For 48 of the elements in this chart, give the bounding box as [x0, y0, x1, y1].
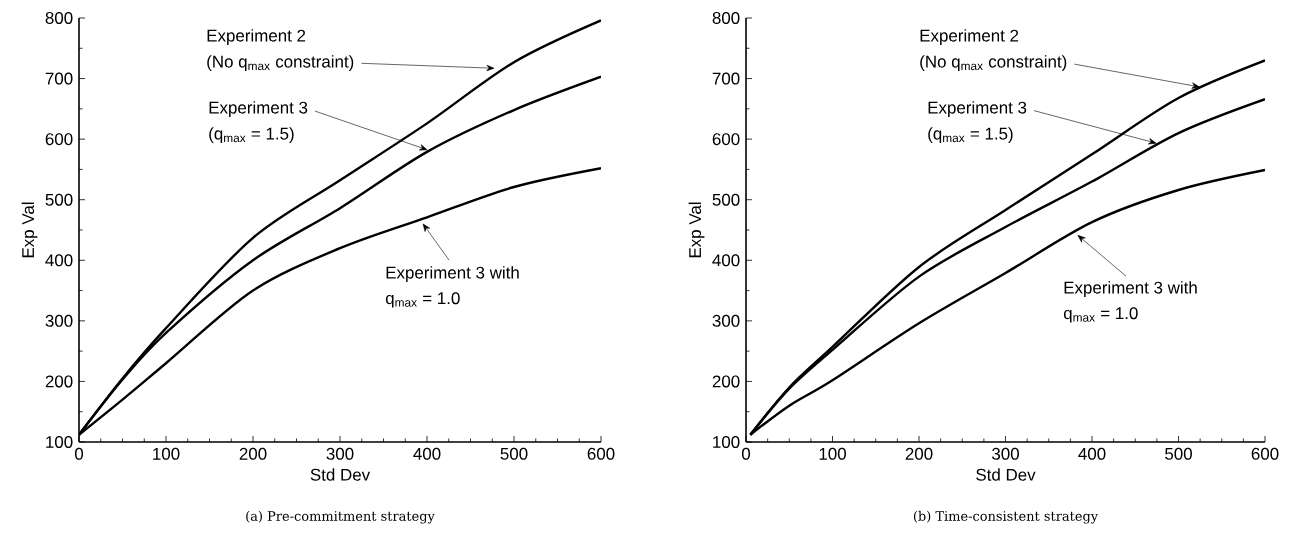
annotation: (q$_{max}$ = 1.5) — [928, 127, 1013, 143]
y-tick-label: 200 — [712, 375, 740, 388]
y-tick-label: 400 — [712, 254, 740, 267]
x-tick-label: 600 — [587, 447, 615, 460]
x-tick-label: 300 — [992, 447, 1019, 460]
y-tick-label: 200 — [45, 375, 73, 388]
annotation: (No q$_{max}$ constraint) — [207, 55, 354, 71]
y-axis-title: Exp Val — [688, 202, 705, 258]
y-tick-label: 700 — [712, 72, 740, 85]
annotation: Experiment 3 — [209, 101, 308, 117]
x-tick-label: 100 — [819, 447, 846, 460]
x-tick-label: 400 — [413, 447, 441, 460]
annotation: Experiment 3 with — [1064, 281, 1197, 297]
x-tick-label: 600 — [1251, 447, 1279, 460]
y-tick-label: 300 — [712, 314, 740, 327]
y-tick-label: 800 — [45, 12, 73, 24]
y-tick-label: 500 — [45, 193, 73, 206]
x-tick-label: 400 — [1078, 447, 1106, 460]
y-tick-label: 700 — [45, 72, 73, 85]
y-tick-label: 800 — [712, 12, 740, 24]
x-axis-title: Std Dev — [310, 468, 371, 481]
y-tick-label: 400 — [45, 254, 73, 267]
y-tick-label: 100 — [713, 435, 740, 448]
x-tick-label: 500 — [500, 447, 528, 460]
y-tick-label: 100 — [46, 435, 73, 448]
y-tick-label: 500 — [712, 193, 740, 206]
x-tick-label: 500 — [1165, 447, 1192, 460]
x-tick-label: 200 — [905, 447, 933, 460]
y-tick-label: 600 — [45, 133, 73, 146]
x-tick-label: 100 — [153, 447, 180, 460]
annotation: Experiment 2 — [207, 29, 306, 45]
y-axis-title: Exp Val — [21, 202, 38, 258]
annotation: q$_{max}$ = 1.0 — [385, 292, 460, 308]
y-tick-label: 300 — [45, 314, 73, 327]
text: (b) Time-consistent strategy — [913, 510, 1099, 524]
annotation: Experiment 2 — [920, 29, 1019, 45]
annotation: Experiment 3 with — [386, 266, 519, 282]
x-tick-label: 0 — [74, 447, 84, 460]
annotation: Experiment 3 — [928, 101, 1027, 117]
x-tick-label: 200 — [239, 447, 267, 460]
text: (a) Pre-commitment strategy — [246, 510, 435, 524]
x-tick-label: 0 — [741, 447, 751, 460]
x-axis-title: Std Dev — [976, 468, 1036, 481]
y-tick-label: 600 — [712, 133, 740, 146]
annotation: (No q$_{max}$ constraint) — [920, 55, 1067, 71]
annotation: q$_{max}$ = 1.0 — [1063, 307, 1138, 323]
annotation: (q$_{max}$ = 1.5) — [209, 127, 294, 143]
x-tick-label: 300 — [326, 447, 354, 460]
